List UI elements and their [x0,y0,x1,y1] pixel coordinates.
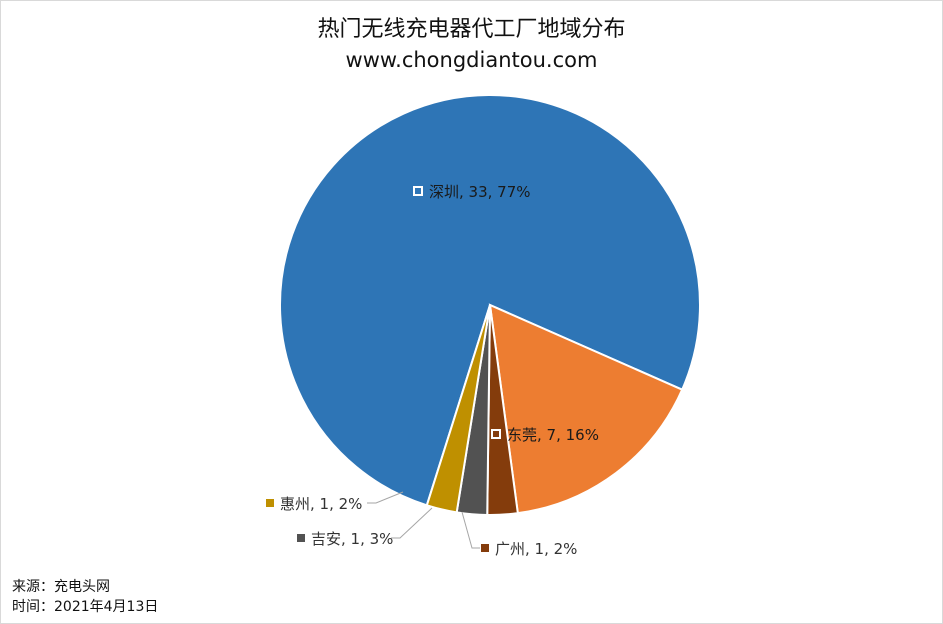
pie-slice-深圳 [278,94,701,507]
chart-subtitle: www.chongdiantou.com [345,48,598,72]
legend-key-吉安 [297,534,305,542]
source-note: 来源：充电头网 [12,579,110,595]
data-label-广州: 广州, 1, 2% [495,540,577,558]
legend-key-广州 [481,544,489,552]
legend-key-惠州 [266,499,274,507]
date-note: 时间：2021年4月13日 [12,599,159,615]
legend-key-东莞 [491,429,501,439]
data-label-吉安: 吉安, 1, 3% [311,530,393,548]
leader-line-广州 [461,511,480,549]
chart-title: 热门无线充电器代工厂地域分布 [317,17,626,42]
legend-key-深圳 [413,186,423,196]
data-label-东莞: 东莞, 7, 16% [507,426,599,444]
data-label-深圳: 深圳, 33, 77% [429,183,531,201]
data-label-惠州: 惠州, 1, 2% [280,495,362,513]
pie-slice-惠州 [425,304,491,514]
leader-line-惠州 [367,491,404,504]
leader-line-吉安 [391,507,433,539]
pie-slice-东莞 [488,303,684,515]
